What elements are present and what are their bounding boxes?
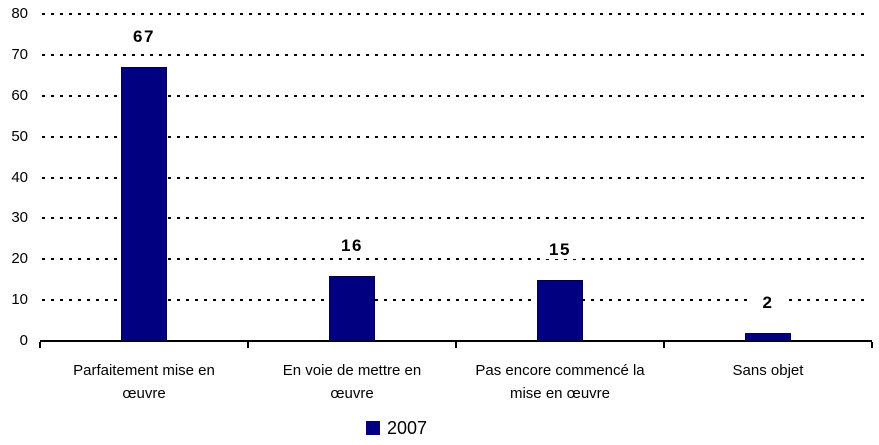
x-axis-category-label: Sans objet — [664, 359, 872, 382]
x-axis-category-label: En voie de mettre en œuvre — [248, 359, 456, 405]
bar-parfaitement-mise-en-œuvre — [121, 67, 167, 341]
legend-swatch-2007-icon — [366, 421, 380, 435]
x-axis-category-label-line: Sans objet — [732, 362, 804, 379]
legend: 2007 — [366, 418, 427, 438]
y-axis-tick-label-0: 0 — [19, 332, 28, 349]
gridline-40 — [42, 177, 870, 179]
gridline-80 — [42, 13, 870, 15]
gridline-60 — [42, 95, 870, 97]
x-axis-line — [40, 340, 872, 342]
gridline-10 — [42, 299, 870, 301]
bar-value-label: 2 — [749, 294, 787, 312]
y-axis-tick-label-50: 50 — [11, 128, 28, 145]
x-axis-tick — [663, 342, 665, 348]
bar-value-label: 16 — [333, 237, 371, 255]
x-axis-category-label-line: œuvre — [330, 385, 374, 402]
bar-en-voie-de-mettre-en-œuvre — [329, 276, 375, 341]
y-axis-tick-label-80: 80 — [11, 5, 28, 22]
gridline-50 — [42, 136, 870, 138]
bar-value-label: 15 — [541, 241, 579, 259]
x-axis-category-label-line: Parfaitement mise en — [73, 362, 215, 379]
legend-label-2007: 2007 — [387, 418, 428, 438]
x-axis-category-label-line: Pas encore commencé la — [475, 362, 645, 379]
x-axis-category-label: Parfaitement mise en œuvre — [40, 359, 248, 405]
x-axis-category-label: Pas encore commencé la mise en œuvre — [456, 359, 664, 405]
bar-pas-encore-commencé-la-mise-en-œuvre — [537, 280, 583, 341]
y-axis-tick-label-40: 40 — [11, 169, 28, 186]
x-axis-category-label-line: œuvre — [122, 385, 166, 402]
y-axis-tick-label-60: 60 — [11, 87, 28, 104]
x-axis-tick — [455, 342, 457, 348]
y-axis-tick-label-70: 70 — [11, 46, 28, 63]
gridline-30 — [42, 217, 870, 219]
gridline-70 — [42, 54, 870, 56]
bar-value-label: 67 — [125, 28, 163, 46]
x-axis-tick — [247, 342, 249, 348]
bar-sans-objet — [745, 333, 791, 341]
x-axis-tick — [39, 342, 41, 348]
x-axis-category-label-line: En voie de mettre en — [282, 362, 422, 379]
y-axis-tick-label-30: 30 — [11, 209, 28, 226]
gridline-20 — [42, 258, 870, 260]
y-axis-tick-label-20: 20 — [11, 250, 28, 267]
x-axis-category-label-line: mise en œuvre — [509, 385, 611, 402]
x-axis-tick — [871, 342, 873, 348]
y-axis-tick-label-10: 10 — [11, 291, 28, 308]
